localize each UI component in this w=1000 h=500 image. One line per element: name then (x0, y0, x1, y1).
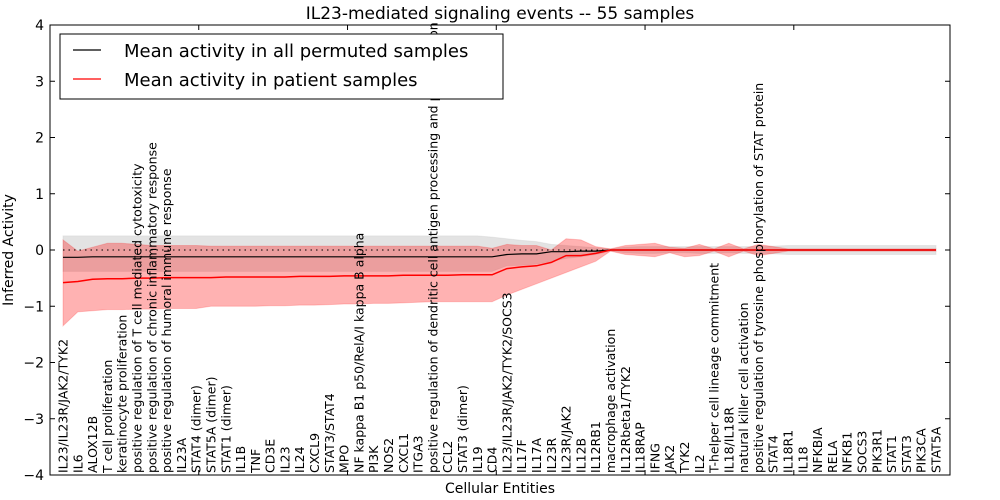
x-tick-label: IL2 (692, 454, 707, 473)
x-tick-label: positive regulation of chronic inflammat… (144, 142, 159, 473)
x-ticks (198, 25, 795, 475)
y-tick-label: 0 (35, 243, 44, 259)
y-tick-label: −4 (23, 468, 44, 484)
x-tick-label: STAT3/STAT4 (322, 393, 337, 473)
x-tick-label: IL23 (277, 446, 292, 473)
x-tick-label: positive regulation of tyrosine phosphor… (751, 83, 766, 473)
x-tick-label: IL12RB1 (588, 421, 603, 473)
x-tick-label: CD4 (485, 447, 500, 473)
x-tick-label: positive regulation of dendritic cell an… (425, 22, 440, 473)
x-tick-label: STAT4 (dimer) (189, 385, 204, 473)
y-tick-label: 1 (35, 187, 44, 203)
x-tick-label: SOCS3 (855, 431, 870, 473)
x-tick-label: STAT4 (766, 435, 781, 473)
x-tick-label: IL6 (70, 454, 85, 473)
x-tick-label: T-helper cell lineage commitment (707, 263, 722, 474)
x-tick-label: STAT5A (929, 426, 944, 473)
y-ticks: −4 −3 −2 −1 0 1 2 3 4 (23, 18, 950, 484)
band-permuted (62, 235, 937, 272)
x-tick-label: IL12B (573, 438, 588, 473)
x-tick-label: PI3K (366, 445, 381, 473)
x-tick-label: STAT1 (884, 435, 899, 473)
x-tick-label: IL18RAP (633, 422, 648, 473)
x-tick-label: STAT3 (899, 435, 914, 473)
x-tick-label: NOS2 (381, 438, 396, 473)
x-tick-label: CXCL9 (307, 433, 322, 473)
x-tick-label: IL17A (529, 437, 544, 473)
y-tick-label: −3 (23, 412, 44, 428)
x-tick-label: IL23A (174, 437, 189, 473)
y-axis-label: Inferred Activity (1, 194, 17, 306)
x-tick-label: MPO (337, 445, 352, 473)
y-tick-label: −2 (23, 356, 44, 372)
band-patient (62, 238, 937, 328)
legend: Mean activity in all permuted samples Me… (59, 33, 504, 100)
legend-label-permuted: Mean activity in all permuted samples (124, 41, 468, 62)
x-tick-label: IL23/IL23R/JAK2/TYK2/SOCS3 (499, 292, 514, 473)
x-tick-label: IL24 (292, 446, 307, 473)
x-tick-label: IL18R1 (781, 430, 796, 473)
x-tick-label: NF kappa B1 p50/RelA/I kappa B alpha (351, 233, 366, 473)
x-tick-label: ITGA3 (411, 435, 426, 473)
x-tick-label: TYK2 (677, 442, 692, 474)
confidence-bands (62, 235, 937, 328)
x-tick-label: IL17F (514, 439, 529, 473)
x-tick-label: RELA (825, 440, 840, 473)
x-tick-label: IL23R (544, 437, 559, 473)
x-tick-label: STAT3 (dimer) (455, 385, 470, 473)
legend-box (59, 33, 504, 100)
x-tick-label: NFKBIA (810, 427, 825, 473)
x-tick-label: positive regulation of T cell mediated c… (130, 163, 145, 473)
x-tick-label: PIK3CA (914, 428, 929, 473)
y-tick-label: −1 (23, 299, 44, 315)
chart-title: IL23-mediated signaling events -- 55 sam… (306, 4, 695, 24)
x-tick-label: STAT1 (dimer) (218, 385, 233, 473)
x-tick-label: ALOX12B (85, 416, 100, 473)
x-axis-label: Cellular Entities (445, 481, 555, 497)
x-tick-label: IL19 (470, 446, 485, 473)
x-tick-label: keratinocyte proliferation (115, 315, 130, 473)
plot-frame (49, 24, 951, 476)
x-tick-label: CXCL1 (396, 433, 411, 473)
legend-label-patient: Mean activity in patient samples (124, 70, 418, 91)
x-tick-label: IL18 (795, 446, 810, 473)
x-tick-label: STAT5A (dimer) (204, 377, 219, 473)
y-tick-label: 4 (35, 18, 44, 34)
y-tick-label: 2 (35, 131, 44, 147)
x-tick-labels: IL23/IL23R/JAK2/TYK2 IL6 ALOX12B T cell pro… (56, 22, 944, 474)
y-tick-label: 3 (35, 74, 44, 90)
x-tick-label: IL23/IL23R/JAK2/TYK2 (56, 339, 71, 473)
x-tick-label: natural killer cell activation (736, 302, 751, 473)
x-tick-label: NFKB1 (840, 432, 855, 473)
series-lines (62, 249, 936, 284)
x-tick-label: positive regulation of humoral immune re… (159, 168, 174, 473)
line-patient-mean (62, 249, 936, 284)
x-tick-label: IL1B (233, 446, 248, 473)
x-tick-label: TNF (248, 449, 263, 474)
x-tick-label: IL18/IL18R (721, 407, 736, 473)
x-tick-label: PIK3R1 (869, 429, 884, 473)
x-tick-label: CD3E (263, 439, 278, 473)
x-tick-label: T cell proliferation (100, 360, 115, 474)
x-tick-label: macrophage activation (603, 329, 618, 473)
x-tick-label: JAK2 (662, 445, 677, 474)
x-tick-label: IFNG (647, 443, 662, 473)
x-tick-label: IL23R/JAK2 (559, 405, 574, 473)
x-tick-label: CCL2 (440, 441, 455, 473)
x-tick-label: IL12Rbeta1/TYK2 (618, 366, 633, 473)
